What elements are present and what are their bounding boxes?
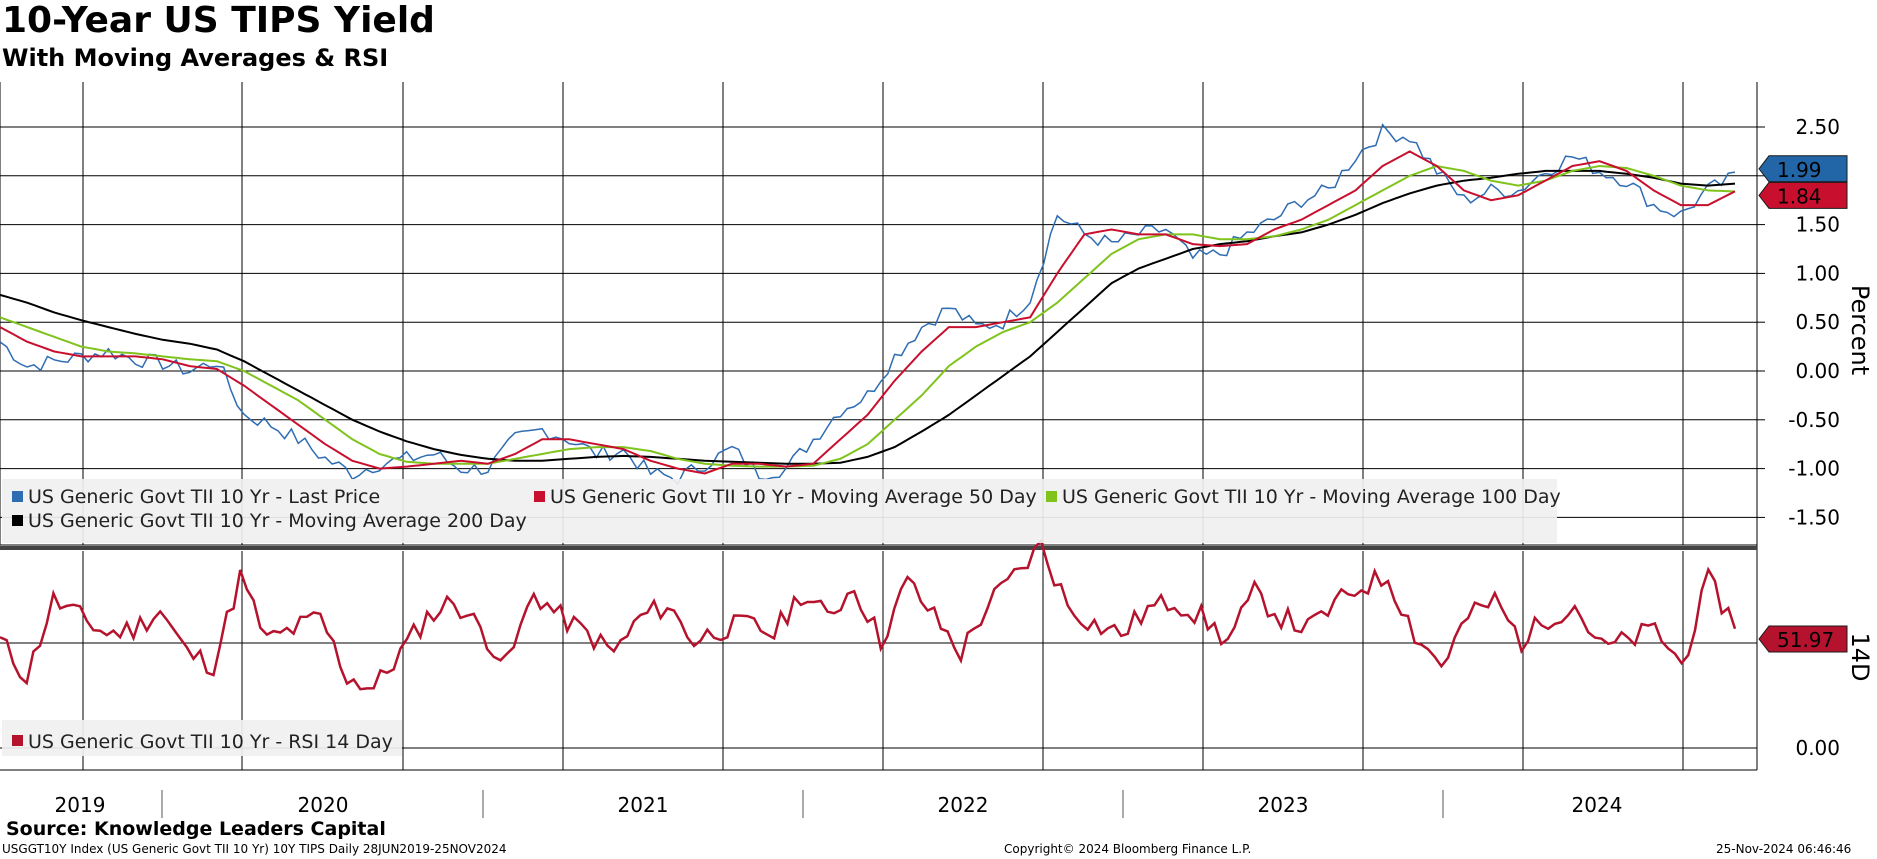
y-axis-title: Percent: [1846, 285, 1874, 375]
legend-swatch-2: [1046, 491, 1057, 502]
ytick-label-2: 1.50: [1795, 213, 1840, 237]
series-line-ma50: [0, 150, 1736, 475]
legend-label-3: US Generic Govt TII 10 Yr - Moving Avera…: [28, 510, 527, 532]
tag-ma50: 1.84: [1758, 181, 1848, 209]
x-year-label-2023: 2023: [1258, 793, 1309, 817]
legend-box: [2, 479, 1557, 543]
copyright-note: Copyright© 2024 Bloomberg Finance L.P.: [1004, 842, 1252, 856]
ytick-label-8: -1.50: [1788, 505, 1840, 529]
chart-title: 10-Year US TIPS Yield: [2, 0, 435, 41]
x-year-label-2021: 2021: [618, 793, 669, 817]
ytick-label-0: 2.50: [1795, 115, 1840, 139]
chart-subtitle: With Moving Averages & RSI: [2, 44, 389, 72]
ytick-label-5: 0.00: [1795, 359, 1840, 383]
ytick-label-4: 0.50: [1795, 310, 1840, 334]
ytick-label-3: 1.00: [1795, 261, 1840, 285]
series-line-rsi: [0, 538, 1737, 691]
rsi-ytick-label: 0.00: [1795, 736, 1840, 760]
x-year-label-2022: 2022: [938, 793, 989, 817]
legend-label-0: US Generic Govt TII 10 Yr - Last Price: [28, 486, 380, 508]
legend-swatch-1: [534, 491, 545, 502]
series-line-ma100: [0, 164, 1736, 468]
series-line-last-price: [0, 123, 1736, 486]
x-year-label-2019: 2019: [55, 793, 106, 817]
index-info: USGGT10Y Index (US Generic Govt TII 10 Y…: [2, 842, 507, 856]
rsi-axis-title: 14D: [1846, 632, 1874, 681]
source-note: Source: Knowledge Leaders Capital: [6, 818, 386, 840]
rsi-legend-label: US Generic Govt TII 10 Yr - RSI 14 Day: [28, 731, 393, 753]
tag-rsi-shape: [1758, 625, 1848, 653]
series-line-ma200: [0, 169, 1736, 465]
tag-rsi-label: 51.97: [1777, 628, 1834, 652]
tag-ma50-label: 1.84: [1777, 184, 1822, 208]
tag-ma50-shape: [1758, 181, 1848, 209]
tag-price: 1.99: [1758, 155, 1848, 183]
tag-rsi: 51.97: [1758, 625, 1848, 653]
rsi-legend-swatch: [12, 735, 23, 746]
x-year-label-2024: 2024: [1572, 793, 1623, 817]
tag-price-shape: [1758, 155, 1848, 183]
rsi-legend-box: [2, 720, 402, 756]
timestamp: 25-Nov-2024 06:46:46: [1716, 842, 1852, 856]
tag-price-label: 1.99: [1777, 158, 1822, 182]
legend-label-1: US Generic Govt TII 10 Yr - Moving Avera…: [550, 486, 1037, 508]
x-year-label-2020: 2020: [298, 793, 349, 817]
legend-swatch-0: [12, 491, 23, 502]
legend-swatch-3: [12, 515, 23, 526]
ytick-label-6: -0.50: [1788, 408, 1840, 432]
ytick-label-7: -1.00: [1788, 457, 1840, 481]
legend-label-2: US Generic Govt TII 10 Yr - Moving Avera…: [1062, 486, 1561, 508]
